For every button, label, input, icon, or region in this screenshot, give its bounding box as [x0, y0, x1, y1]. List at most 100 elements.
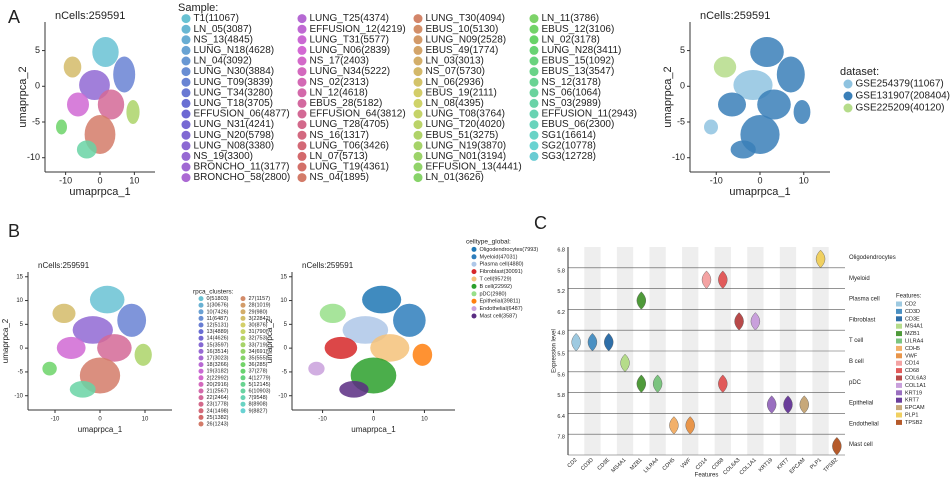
- legend-swatch: [181, 56, 191, 66]
- row-label: Mast cell: [849, 442, 873, 448]
- cell-cluster: [72, 316, 113, 344]
- legend-label: LUNG_T08(3764): [426, 109, 505, 120]
- x-tick-label: KRT7: [776, 457, 790, 471]
- row-max-label: 6.8: [557, 247, 565, 253]
- umap-title: nCells:259591: [38, 261, 90, 270]
- y-tick-label: 15: [280, 274, 287, 280]
- legend-swatch: [471, 298, 477, 304]
- legend-swatch: [896, 345, 902, 351]
- cell-cluster: [750, 37, 784, 67]
- cell-cluster: [370, 334, 410, 362]
- legend-swatch: [198, 388, 204, 394]
- cell-cluster: [76, 140, 97, 159]
- legend-label: 37(278): [249, 369, 268, 375]
- cell-cluster: [134, 343, 152, 366]
- row-max-label: 5.6: [557, 372, 565, 378]
- legend-title: celltype_global:: [466, 239, 511, 246]
- legend-swatch: [297, 151, 307, 161]
- violin: [636, 291, 647, 310]
- legend-swatch: [198, 408, 204, 414]
- legend-swatch: [297, 88, 307, 98]
- legend-swatch: [413, 77, 423, 87]
- legend-swatch: [297, 67, 307, 77]
- legend-swatch: [471, 261, 477, 267]
- violin: [604, 333, 614, 352]
- legend-swatch: [896, 382, 902, 388]
- x-tick-label: 0: [98, 417, 102, 423]
- legend-swatch: [529, 35, 539, 45]
- legend-swatch: [843, 103, 853, 113]
- cell-cluster: [79, 70, 110, 100]
- legend-label: Epithelial(39811): [480, 299, 521, 305]
- panel-label: B: [8, 221, 20, 241]
- violin: [718, 270, 728, 289]
- legend-swatch: [297, 162, 307, 172]
- legend-swatch: [240, 315, 246, 321]
- legend-swatch: [529, 45, 539, 55]
- legend-swatch: [896, 316, 902, 322]
- x-tick-label: -10: [318, 417, 327, 423]
- legend-label: NS_16(1317): [310, 130, 369, 141]
- legend-swatch: [896, 368, 902, 374]
- y-tick-label: 10: [16, 298, 23, 304]
- x-tick-label: 10: [421, 417, 428, 423]
- legend-label: LUNG_N09(2528): [426, 34, 507, 45]
- violin: [783, 395, 793, 414]
- legend-label: BRONCHO_58(2800): [194, 172, 291, 183]
- violin: [734, 312, 744, 331]
- legend-label: PLP1: [905, 412, 918, 418]
- legend-swatch: [529, 120, 539, 130]
- legend-swatch: [198, 375, 204, 381]
- y-tick-label: 0: [35, 81, 40, 91]
- cell-cluster: [319, 303, 346, 324]
- legend-swatch: [240, 342, 246, 348]
- violin: [652, 374, 663, 393]
- legend-label: B cell(22992): [480, 284, 513, 290]
- legend-label: KRT7: [905, 398, 919, 404]
- violin: [620, 353, 630, 373]
- x-tick-label: CD3D: [580, 457, 595, 472]
- legend-label: 6(10903): [249, 388, 271, 394]
- x-tick-label: CD68: [711, 457, 725, 471]
- legend-swatch: [181, 162, 191, 172]
- cell-cluster: [308, 361, 325, 376]
- legend-swatch: [896, 353, 902, 359]
- legend-label: NS_04(1895): [310, 172, 369, 183]
- legend-swatch: [198, 296, 204, 302]
- y-tick-label: 5: [20, 322, 24, 328]
- legend-swatch: [181, 141, 191, 151]
- row-label: B cell: [849, 359, 864, 365]
- legend-label: LUNG_T19(4361): [310, 162, 389, 173]
- legend-label: COL6A3: [905, 375, 926, 381]
- legend-swatch: [240, 322, 246, 328]
- legend-swatch: [843, 79, 853, 89]
- legend-label: EPCAM: [905, 405, 925, 411]
- legend-label: COL1A1: [905, 383, 926, 389]
- violin: [701, 270, 712, 289]
- cell-cluster: [324, 336, 358, 359]
- cell-cluster: [730, 140, 756, 159]
- x-axis-label: umaprpca_1: [729, 186, 790, 198]
- legend-label: 36(285): [249, 362, 268, 368]
- legend-swatch: [529, 109, 539, 119]
- legend-label: 19(3182): [207, 369, 229, 375]
- legend-swatch: [529, 151, 539, 161]
- legend-swatch: [198, 395, 204, 401]
- legend-swatch: [896, 338, 902, 344]
- legend-label: 31(790): [249, 329, 268, 335]
- legend-swatch: [529, 141, 539, 151]
- legend-label: NS_06(1064): [542, 87, 601, 98]
- legend-label: LUNG_N28(3411): [542, 45, 622, 56]
- y-axis-label: Expression level: [552, 329, 558, 373]
- x-tick-label: 0: [757, 175, 762, 185]
- legend-label: EBUS_06(2300): [542, 119, 615, 130]
- legend-label: CD68: [905, 368, 919, 374]
- legend-label: LUNG_T18(3705): [194, 98, 273, 109]
- violin: [815, 249, 826, 269]
- y-tick-label: 15: [16, 274, 23, 280]
- umap-title: nCells:259591: [55, 10, 125, 22]
- legend-swatch: [198, 329, 204, 335]
- violin: [636, 374, 647, 393]
- legend-swatch: [413, 141, 423, 151]
